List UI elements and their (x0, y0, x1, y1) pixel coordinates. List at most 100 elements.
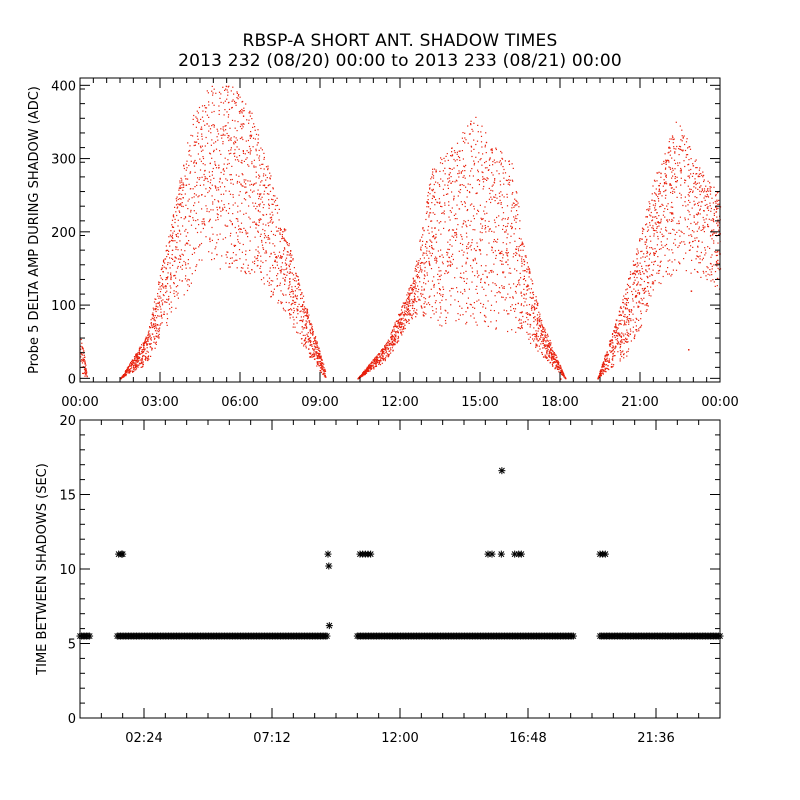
data-point (422, 234, 424, 236)
data-point (131, 360, 133, 362)
data-point (272, 188, 274, 190)
data-point (628, 320, 630, 322)
data-point (637, 281, 639, 283)
data-point (444, 202, 446, 204)
data-point (468, 242, 470, 244)
data-point (498, 192, 500, 194)
data-point (129, 365, 131, 367)
data-point (424, 306, 426, 308)
data-point (382, 358, 384, 360)
data-point (523, 261, 525, 263)
data-point (224, 157, 226, 159)
data-point (283, 309, 285, 311)
data-point (408, 288, 410, 290)
data-point (184, 193, 186, 195)
data-point (447, 241, 449, 243)
data-point (481, 286, 483, 288)
data-point (482, 153, 484, 155)
data-point (271, 211, 273, 213)
data-point (620, 323, 622, 325)
data-point (640, 277, 642, 279)
data-point (457, 224, 459, 226)
data-point (319, 357, 321, 360)
data-point (716, 199, 718, 201)
data-point (320, 355, 322, 357)
data-point (194, 144, 196, 146)
data-point (445, 270, 447, 272)
data-point (188, 240, 190, 242)
data-point (214, 161, 216, 163)
data-point (607, 354, 609, 356)
data-point (253, 165, 255, 167)
data-point (538, 339, 540, 342)
data-point (276, 212, 279, 214)
data-point (541, 319, 543, 322)
data-point (273, 251, 275, 253)
data-point (612, 353, 614, 355)
data-point (431, 246, 433, 249)
data-point (705, 275, 707, 277)
data-point (519, 244, 521, 246)
data-point (232, 86, 234, 88)
data-point (681, 241, 683, 243)
data-point (646, 286, 649, 288)
data-point (125, 374, 127, 376)
data-point (221, 137, 223, 139)
data-point (508, 181, 510, 184)
data-point (287, 309, 289, 311)
data-point (491, 230, 493, 232)
data-point (209, 162, 211, 164)
data-point (668, 161, 670, 163)
data-point (190, 224, 193, 226)
data-point (206, 208, 208, 210)
data-point (683, 258, 685, 260)
data-point (414, 286, 416, 288)
data-point (260, 279, 263, 281)
data-point (215, 246, 217, 248)
data-point (476, 285, 478, 287)
data-point (191, 253, 193, 255)
data-point (409, 314, 411, 316)
data-point (685, 141, 688, 143)
data-point (312, 331, 314, 333)
data-point (702, 216, 704, 219)
data-point (628, 323, 630, 325)
data-point (251, 269, 253, 271)
data-point (672, 175, 674, 177)
data-point (677, 164, 679, 167)
data-point (518, 282, 520, 284)
data-point (463, 201, 466, 203)
data-point (195, 194, 197, 196)
data-point (218, 201, 220, 203)
data-point (672, 142, 674, 144)
data-point (517, 259, 519, 262)
data-point (306, 341, 308, 343)
data-point (446, 260, 448, 262)
data-series (80, 85, 722, 380)
data-point (209, 219, 211, 221)
data-point (669, 167, 671, 169)
data-point (163, 311, 165, 313)
data-point (470, 124, 472, 126)
data-point (382, 359, 384, 361)
data-point (444, 167, 446, 169)
data-point (316, 341, 318, 343)
data-point (549, 339, 551, 342)
data-point (228, 162, 230, 165)
data-point (260, 260, 262, 262)
data-point (461, 249, 463, 251)
data-point (220, 153, 222, 155)
data-point (498, 202, 500, 204)
data-point (606, 351, 608, 353)
data-point (546, 357, 548, 359)
data-point (473, 122, 475, 124)
data-point (518, 327, 520, 329)
data-point (501, 158, 504, 160)
data-point (461, 203, 463, 206)
data-point (491, 269, 493, 272)
data-point (197, 112, 199, 114)
data-point (699, 190, 701, 192)
data-point (268, 225, 270, 227)
data-point (451, 155, 453, 157)
data-point (242, 110, 244, 112)
